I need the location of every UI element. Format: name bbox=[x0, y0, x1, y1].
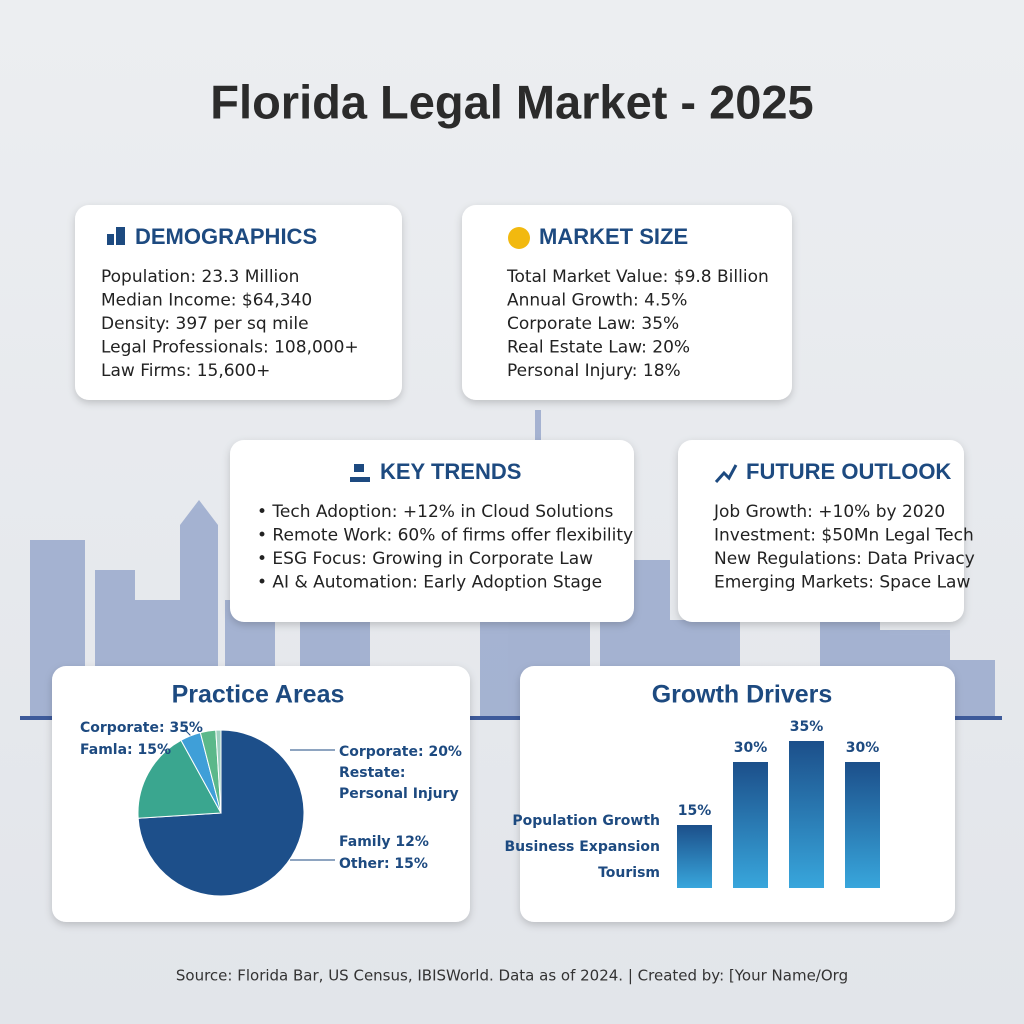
card-line: New Regulations: Data Privacy bbox=[714, 549, 975, 569]
footer: Source: Florida Bar, US Census, IBISWorl… bbox=[176, 967, 848, 985]
card-line: Investment: $50Mn Legal Tech bbox=[714, 526, 974, 546]
card-line: Legal Professionals: 108,000+ bbox=[101, 338, 359, 358]
bar-side-label: Population Growth bbox=[512, 813, 660, 829]
bar-value-label: 30% bbox=[734, 740, 768, 756]
card-icon bbox=[107, 234, 114, 245]
card-icon bbox=[350, 477, 370, 482]
pie-annotation: Famla: 15% bbox=[80, 742, 171, 758]
bar-value-label: 35% bbox=[790, 719, 824, 735]
bar bbox=[677, 825, 712, 888]
chart-title: Practice Areas bbox=[172, 681, 345, 709]
pie-annotation: Restate: bbox=[339, 765, 406, 781]
page-title: Florida Legal Market - 2025 bbox=[210, 75, 813, 128]
card-line: Law Firms: 15,600+ bbox=[101, 361, 270, 381]
card-title: MARKET SIZE bbox=[539, 224, 688, 249]
card bbox=[678, 440, 964, 622]
card bbox=[462, 205, 792, 400]
card-line: Population: 23.3 Million bbox=[101, 267, 299, 287]
card bbox=[75, 205, 402, 400]
card bbox=[230, 440, 634, 622]
bar-side-label: Tourism bbox=[598, 865, 660, 881]
card-line: • AI & Automation: Early Adoption Stage bbox=[257, 573, 602, 593]
bar bbox=[789, 741, 824, 888]
card-line: Personal Injury: 18% bbox=[507, 361, 681, 381]
card-line: Total Market Value: $9.8 Billion bbox=[506, 267, 769, 287]
pie-slice bbox=[137, 739, 222, 819]
card-line: Median Income: $64,340 bbox=[101, 291, 312, 311]
pie-annotation: Family 12% bbox=[339, 834, 429, 850]
card-icon bbox=[714, 464, 738, 483]
card-icon bbox=[116, 227, 125, 245]
card-line: Annual Growth: 4.5% bbox=[507, 291, 687, 311]
bar-side-label: Business Expansion bbox=[504, 839, 660, 855]
pie-annotation: Corporate: 35% bbox=[80, 720, 203, 736]
bar-value-label: 30% bbox=[846, 740, 880, 756]
card-icon bbox=[354, 464, 364, 472]
pie-slice bbox=[215, 729, 222, 814]
bar bbox=[845, 762, 880, 888]
card-line: • Remote Work: 60% of firms offer flexib… bbox=[257, 526, 633, 546]
bar-value-label: 15% bbox=[678, 803, 712, 819]
card-title: KEY TRENDS bbox=[380, 459, 521, 484]
card-line: Density: 397 per sq mile bbox=[101, 314, 309, 334]
card-icon bbox=[508, 227, 530, 249]
card-line: Job Growth: +10% by 2020 bbox=[713, 502, 945, 522]
card-title: DEMOGRAPHICS bbox=[135, 224, 317, 249]
pie-annotation: Other: 15% bbox=[339, 856, 428, 872]
card-line: • ESG Focus: Growing in Corporate Law bbox=[257, 549, 593, 569]
card-line: • Tech Adoption: +12% in Cloud Solutions bbox=[257, 502, 613, 522]
chart-title: Growth Drivers bbox=[652, 681, 833, 709]
card-line: Real Estate Law: 20% bbox=[507, 338, 690, 358]
card-line: Emerging Markets: Space Law bbox=[714, 573, 970, 593]
card-title: FUTURE OUTLOOK bbox=[746, 459, 951, 484]
pie-annotation: Corporate: 20% bbox=[339, 744, 462, 760]
pie-annotation: Personal Injury bbox=[339, 786, 459, 802]
skyline-base bbox=[20, 716, 1002, 720]
bar bbox=[733, 762, 768, 888]
card-line: Corporate Law: 35% bbox=[507, 314, 679, 334]
